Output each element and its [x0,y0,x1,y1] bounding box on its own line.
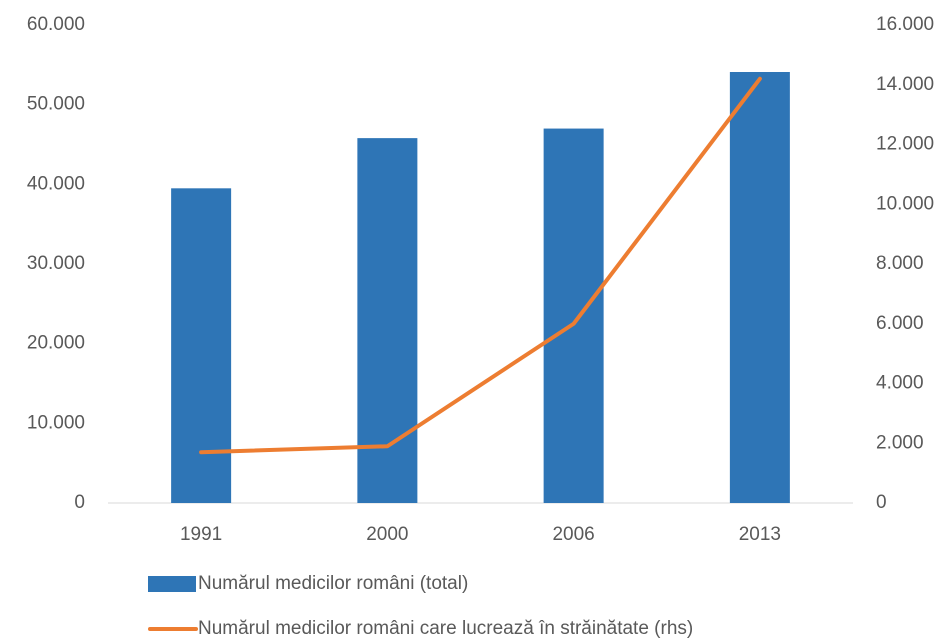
y2-tick-label: 8.000 [876,253,924,274]
y2-tick-label: 6.000 [876,313,924,334]
y-tick-label: 60.000 [27,14,85,35]
bar [171,188,232,504]
y-tick-label: 0 [74,492,85,513]
y2-tick-label: 2.000 [876,432,924,453]
y-tick-label: 20.000 [27,333,85,354]
y2-tick-label: 4.000 [876,373,924,394]
y2-tick-label: 0 [876,492,887,513]
legend-swatch [148,576,196,592]
bar [729,72,790,504]
bar [543,128,604,504]
y-tick-label: 30.000 [27,253,85,274]
y-tick-label: 40.000 [27,173,85,194]
bar [357,138,418,504]
y2-tick-label: 12.000 [876,134,934,155]
line [199,76,762,455]
x-tick-label: 2013 [739,524,781,545]
x-tick-label: 2000 [366,524,408,545]
y2-tick-label: 10.000 [876,193,934,214]
legend-label: Numărul medicilor români care lucrează î… [198,618,693,639]
y-tick-label: 50.000 [27,94,85,115]
x-tick-label: 1991 [180,524,222,545]
y2-tick-label: 16.000 [876,14,934,35]
x-tick-label: 2006 [552,524,594,545]
y2-tick-label: 14.000 [876,74,934,95]
y-tick-label: 10.000 [27,412,85,433]
legend-label: Numărul medicilor români (total) [198,573,468,594]
